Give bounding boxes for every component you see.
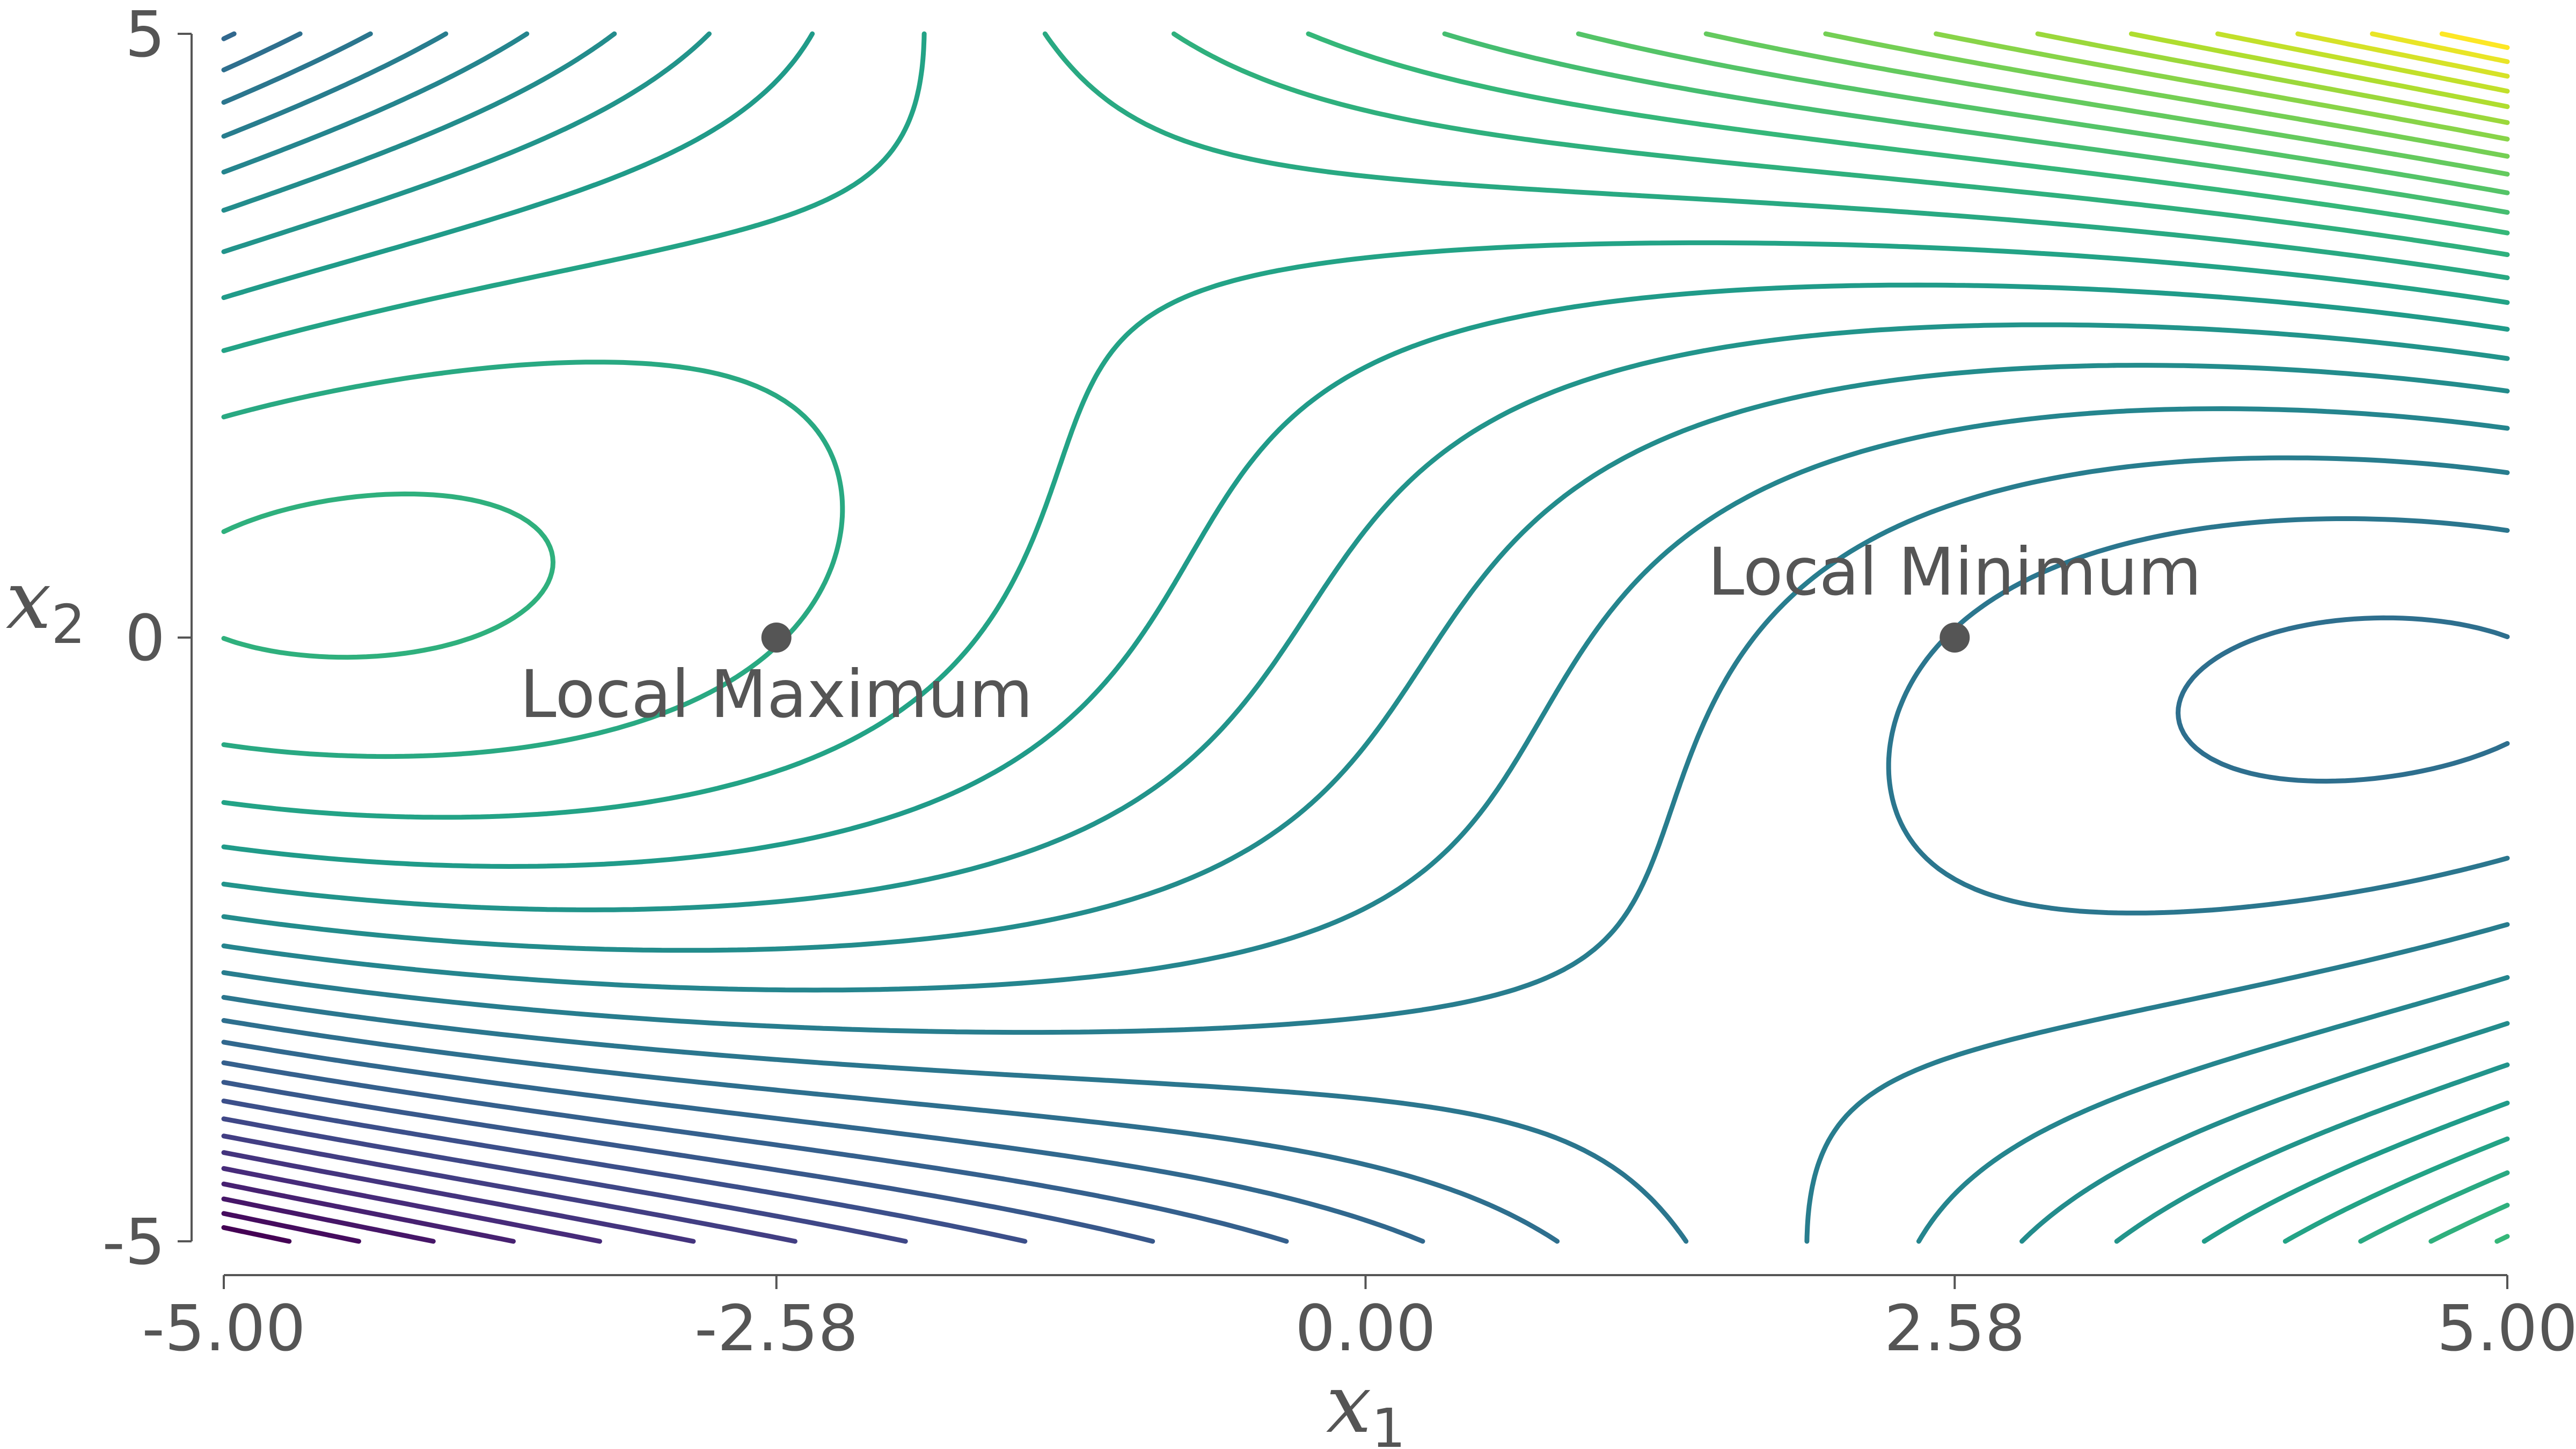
critical-point-marker: [761, 623, 792, 653]
contour-level-16: [221, 31, 2510, 1244]
contour-level-12: [221, 31, 1425, 1244]
contour-lines: [221, 31, 2510, 1244]
contour-level-32: [2295, 31, 2510, 79]
x-axis-label: x1: [1326, 1358, 1406, 1449]
contour-level-7: [221, 1133, 797, 1244]
contour-level-5: [221, 1166, 602, 1244]
critical-point-label: Local Maximum: [520, 656, 1033, 733]
x-tick-label: -5.00: [142, 1291, 305, 1365]
contour-level-2: [221, 1211, 361, 1244]
y-axis-label: x2: [6, 554, 85, 656]
contour-level-20: [221, 31, 2510, 1244]
contour-level-25: [1576, 31, 2510, 195]
x-tick-label: 2.58: [1884, 1291, 2025, 1365]
critical-points: Local Maximum Local Minimum: [520, 534, 2202, 733]
contour-level-4: [221, 1181, 516, 1244]
contour-level-23: [1306, 31, 2510, 1244]
contour-level-27: [1823, 31, 2510, 159]
x-tick-label: 0.00: [1295, 1291, 1436, 1365]
critical-point-marker: [1940, 623, 1970, 653]
contour-level-10: [221, 1080, 1155, 1244]
y-tick-label: 5: [125, 0, 165, 71]
contour-level-21: [221, 31, 2510, 1244]
contour-level-22: [221, 31, 2510, 1244]
x-tick-label: 5.00: [2437, 1291, 2576, 1365]
contour-level-17: [221, 31, 2510, 1244]
contour-level-11: [221, 1060, 1289, 1244]
x-tick-label: -2.58: [694, 1291, 858, 1365]
contour-level-29: [2035, 31, 2510, 125]
contour-level-9: [221, 1099, 1028, 1244]
contour-level-28: [1934, 31, 2510, 142]
contour-level-18: [221, 31, 2510, 1244]
contour-level-3: [221, 1196, 436, 1244]
contour-level-6: [221, 1150, 696, 1244]
contour-level-8: [221, 1116, 908, 1244]
contour-level-30: [2129, 31, 2510, 109]
x-ticks: -5.00 -2.58 0.00 2.58 5.00: [142, 1275, 2576, 1365]
y-tick-label: -5: [102, 1205, 165, 1279]
critical-point-label: Local Minimum: [1708, 534, 2201, 610]
contour-level-19: [221, 31, 2510, 1244]
contour-level-31: [2215, 31, 2510, 94]
contour-level-13: [221, 31, 2510, 1244]
contour-level-33: [2370, 31, 2510, 64]
contour-level-34: [2439, 31, 2510, 50]
y-ticks: -5 0 5: [102, 0, 192, 1279]
contour-level-1: [221, 1225, 292, 1244]
contour-level-24: [1442, 31, 2510, 215]
contour-level-14: [221, 31, 2510, 1244]
contour-level-15: [221, 31, 2510, 1244]
contour-level-26: [1703, 31, 2510, 177]
y-tick-label: 0: [125, 601, 165, 675]
